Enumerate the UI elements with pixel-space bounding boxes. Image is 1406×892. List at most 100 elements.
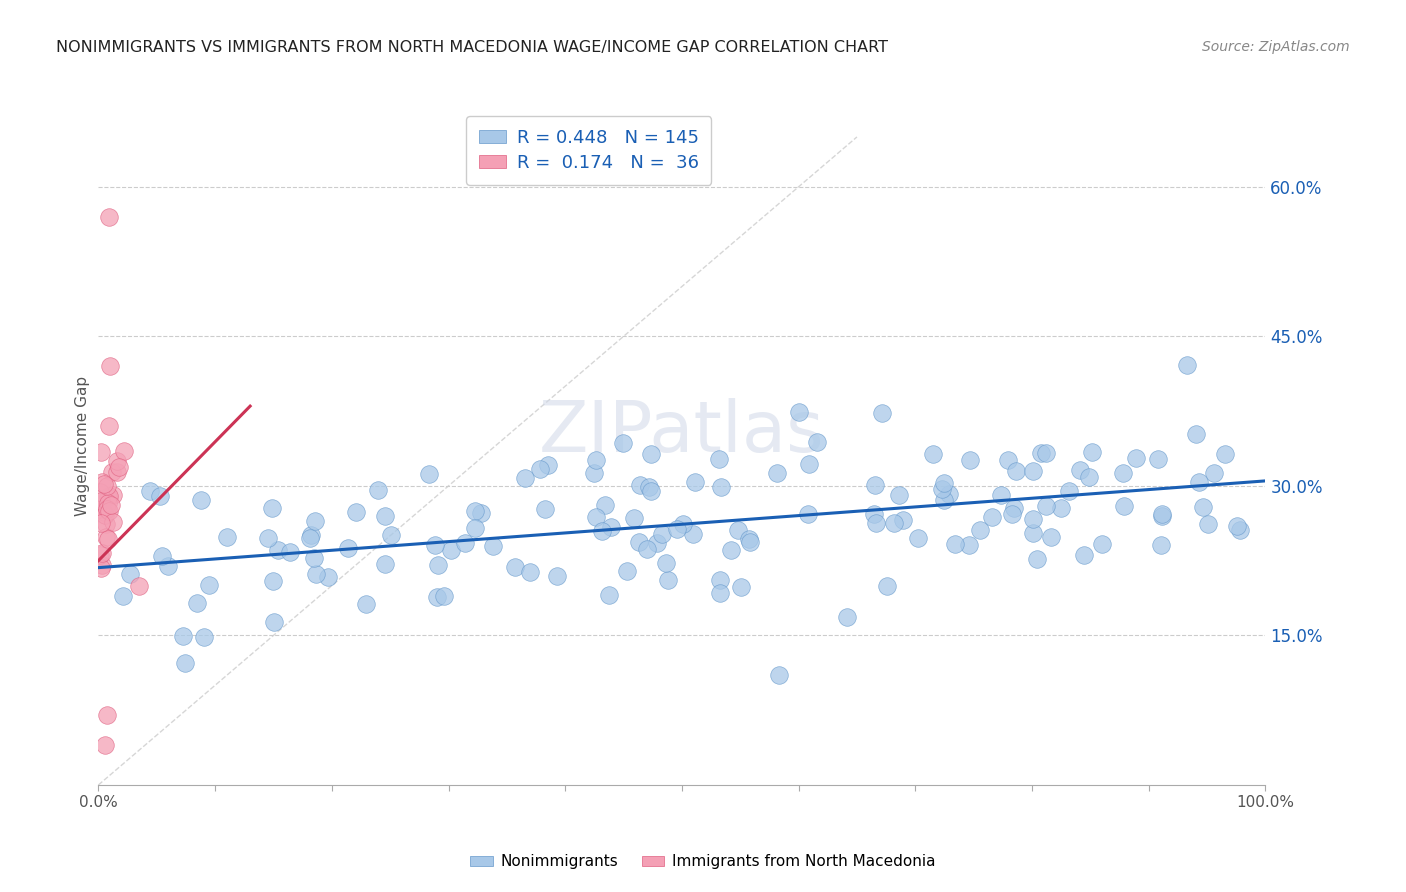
Point: [720, 543, 742, 558]
Point: [883, 516, 905, 530]
Point: [891, 513, 914, 527]
Point: [672, 516, 695, 531]
Point: [464, 504, 486, 518]
Point: [481, 539, 503, 553]
Point: [96, 501, 118, 516]
Point: [943, 537, 966, 551]
Point: [997, 453, 1019, 467]
Point: [1215, 447, 1237, 461]
Point: [1081, 445, 1104, 459]
Point: [938, 486, 960, 500]
Point: [1040, 530, 1063, 544]
Point: [1125, 450, 1147, 465]
Point: [636, 541, 658, 556]
Point: [870, 406, 893, 420]
Point: [503, 559, 526, 574]
Point: [316, 570, 339, 584]
Point: [91, 558, 114, 572]
Point: [90, 494, 112, 508]
Point: [426, 590, 449, 604]
Point: [186, 596, 208, 610]
Point: [637, 480, 659, 494]
Point: [1021, 525, 1043, 540]
Point: [139, 483, 162, 498]
Point: [105, 454, 128, 468]
Point: [1005, 464, 1028, 478]
Point: [1226, 519, 1249, 533]
Point: [740, 534, 762, 549]
Point: [651, 527, 673, 541]
Point: [797, 457, 820, 471]
Point: [585, 509, 607, 524]
Point: [657, 573, 679, 587]
Point: [865, 516, 887, 530]
Point: [1050, 500, 1073, 515]
Point: [94, 516, 117, 531]
Point: [789, 405, 811, 419]
Point: [730, 580, 752, 594]
Point: [96, 708, 118, 723]
Point: [1150, 507, 1173, 521]
Point: [797, 507, 820, 521]
Point: [616, 564, 638, 578]
Point: [107, 465, 129, 479]
Point: [90, 445, 112, 459]
Point: [727, 523, 749, 537]
Point: [97, 419, 120, 434]
Point: [515, 471, 537, 485]
Point: [267, 543, 290, 558]
Point: [957, 539, 980, 553]
Point: [470, 507, 492, 521]
Point: [645, 536, 668, 550]
Point: [1188, 475, 1211, 489]
Text: Source: ZipAtlas.com: Source: ZipAtlas.com: [1202, 40, 1350, 54]
Point: [425, 538, 447, 552]
Point: [922, 448, 945, 462]
Point: [157, 559, 180, 574]
Point: [627, 535, 650, 549]
Point: [89, 548, 111, 562]
Point: [628, 477, 651, 491]
Point: [98, 503, 121, 517]
Point: [103, 488, 125, 502]
Point: [969, 524, 991, 538]
Point: [583, 466, 606, 480]
Point: [118, 567, 141, 582]
Point: [93, 477, 115, 491]
Point: [959, 453, 981, 467]
Point: [546, 568, 568, 582]
Point: [738, 532, 761, 546]
Point: [190, 493, 212, 508]
Point: [1184, 427, 1206, 442]
Point: [96, 479, 118, 493]
Point: [1150, 538, 1173, 552]
Point: [640, 448, 662, 462]
Point: [98, 359, 121, 374]
Point: [931, 482, 953, 496]
Point: [806, 434, 828, 449]
Point: [262, 574, 284, 588]
Point: [710, 480, 733, 494]
Point: [440, 543, 463, 558]
Point: [591, 524, 613, 538]
Point: [1022, 464, 1045, 478]
Point: [367, 483, 389, 497]
Point: [304, 567, 326, 582]
Point: [193, 630, 215, 644]
Point: [593, 498, 616, 512]
Point: [709, 452, 731, 467]
Point: [1114, 499, 1136, 513]
Point: [354, 597, 377, 611]
Point: [217, 530, 239, 544]
Point: [1073, 549, 1095, 563]
Point: [1229, 524, 1251, 538]
Point: [599, 520, 621, 534]
Text: ZIPatlas: ZIPatlas: [538, 398, 825, 467]
Point: [374, 557, 396, 571]
Point: [1035, 499, 1057, 513]
Point: [682, 527, 704, 541]
Point: [519, 565, 541, 579]
Point: [89, 484, 111, 499]
Point: [1069, 463, 1091, 477]
Point: [97, 495, 120, 509]
